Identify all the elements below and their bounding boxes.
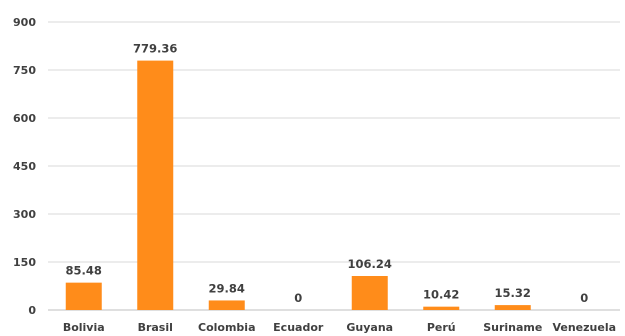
data-label: 0: [580, 291, 588, 305]
x-tick-label: Suriname: [483, 321, 542, 334]
data-label: 10.42: [423, 288, 459, 302]
x-tick-label: Perú: [427, 321, 456, 334]
bar-suriname: [494, 305, 531, 310]
y-tick-label: 300: [13, 208, 36, 221]
data-labels: 85.48 779.36 29.84 0 106.24 10.42 15.32 0: [66, 42, 589, 305]
bar-bolivia: [65, 282, 102, 310]
bar-colombia: [208, 300, 245, 310]
data-label: 0: [294, 291, 302, 305]
y-axis: 0 150 300 450 600 750 900: [13, 16, 36, 317]
x-tick-label: Ecuador: [273, 321, 324, 334]
y-tick-label: 0: [28, 304, 36, 317]
x-tick-label: Venezuela: [552, 321, 616, 334]
y-tick-label: 900: [13, 16, 36, 29]
data-label: 29.84: [209, 281, 245, 295]
bar-perú: [423, 306, 460, 310]
y-tick-label: 750: [13, 64, 36, 77]
bars: [65, 60, 531, 311]
x-tick-label: Colombia: [198, 321, 256, 334]
data-label: 779.36: [133, 42, 177, 56]
y-tick-label: 600: [13, 112, 36, 125]
x-tick-label: Guyana: [346, 321, 393, 334]
data-label: 85.48: [66, 264, 102, 278]
bar-guyana: [351, 276, 388, 310]
x-axis: Bolivia Brasil Colombia Ecuador Guyana Perú Su…: [63, 321, 616, 334]
x-tick-label: Bolivia: [63, 321, 105, 334]
data-label: 106.24: [348, 257, 392, 271]
gridlines: [48, 21, 620, 311]
y-tick-label: 150: [13, 256, 36, 269]
bar-brasil: [137, 60, 174, 311]
y-tick-label: 450: [13, 160, 36, 173]
data-label: 15.32: [495, 286, 531, 300]
x-tick-label: Brasil: [138, 321, 173, 334]
